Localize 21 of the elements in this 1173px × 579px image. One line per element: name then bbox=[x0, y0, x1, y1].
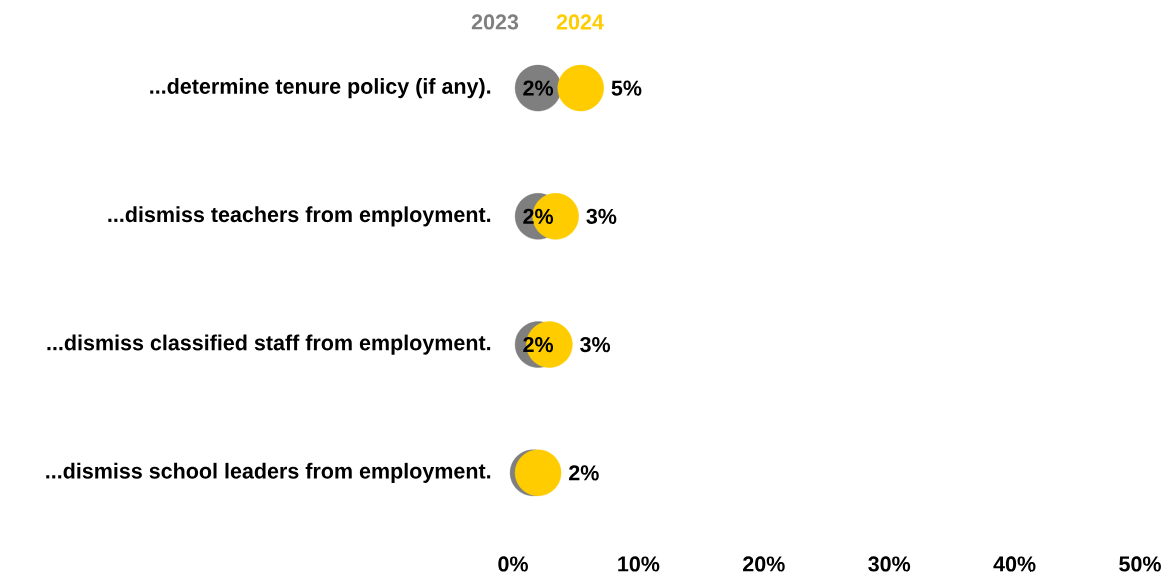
y-tick-label: ...determine tenure policy (if any). bbox=[150, 78, 491, 99]
x-tick-label: 0% bbox=[498, 556, 528, 572]
data-label: 2% bbox=[523, 80, 554, 96]
data-label: 2% bbox=[569, 465, 599, 481]
y-tick-label: ...dismiss teachers from employment. bbox=[108, 206, 491, 227]
data-label: 2% bbox=[523, 337, 554, 353]
x-tick-label: 30% bbox=[868, 556, 911, 572]
data-label: 3% bbox=[580, 336, 611, 353]
x-tick-label: 40% bbox=[993, 556, 1036, 572]
y-tick-label: ...dismiss classified staff from employment. bbox=[47, 334, 491, 355]
x-tick-label: 10% bbox=[618, 556, 660, 572]
x-tick-label: 50% bbox=[1119, 556, 1161, 572]
x-tick-label: 20% bbox=[743, 556, 785, 572]
series-label: 2023 bbox=[471, 14, 519, 30]
data-label: 3% bbox=[586, 208, 617, 224]
data-label: 5% bbox=[611, 80, 642, 96]
data-label: 2% bbox=[523, 208, 554, 224]
series-label: 2024 bbox=[556, 14, 604, 30]
point bbox=[514, 449, 562, 497]
point bbox=[557, 64, 604, 112]
y-tick-label: ...dismiss school leaders from employment. bbox=[46, 462, 491, 483]
